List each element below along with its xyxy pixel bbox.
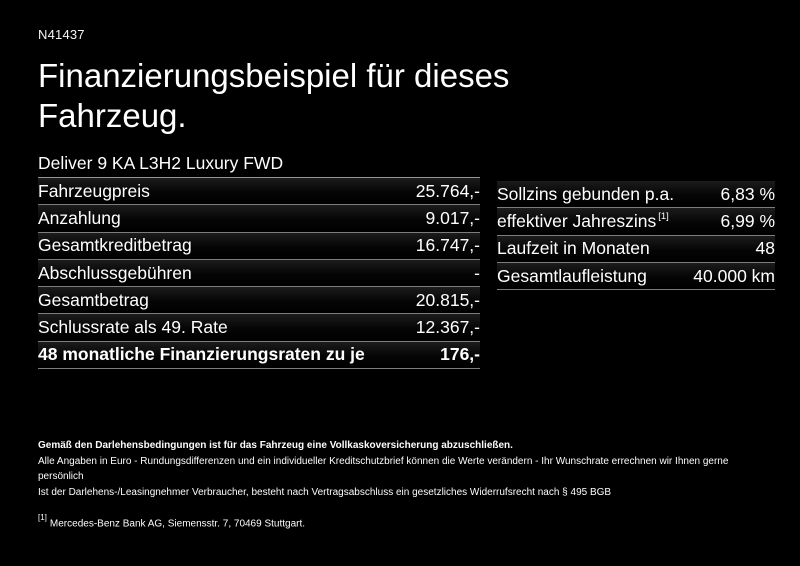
table-row-final-installment: Schlussrate als 49. Rate 12.367,- — [38, 314, 480, 342]
row-label: Gesamtlaufleistung — [497, 265, 647, 286]
rounding-difference-note: Alle Angaben in Euro - Rundungsdifferenz… — [38, 456, 729, 482]
row-label: Laufzeit in Monaten — [497, 238, 650, 259]
table-row-down-payment: Anzahlung 9.017,- — [38, 205, 480, 233]
row-label-text: effektiver Jahreszins — [497, 210, 657, 231]
row-label: Gesamtbetrag — [38, 289, 149, 310]
row-value: - — [474, 262, 480, 283]
row-value: 9.017,- — [425, 207, 480, 228]
withdrawal-right-note: Ist der Darlehens-/Leasingnehmer Verbrau… — [38, 487, 612, 498]
table-row-monthly-rate: 48 monatliche Finanzierungsraten zu je 1… — [38, 341, 480, 370]
footnote-marker: [1] — [38, 513, 47, 522]
row-value: 20.815,- — [415, 289, 480, 310]
row-value: 6,99 % — [720, 210, 775, 231]
row-label: Gesamtkreditbetrag — [38, 235, 192, 256]
vehicle-model-header: Deliver 9 KA L3H2 Luxury FWD — [38, 148, 480, 178]
insurance-requirement-note: Gemäß den Darlehensbedingungen ist für d… — [38, 440, 513, 451]
table-row-term-months: Laufzeit in Monaten 48 — [497, 235, 775, 263]
table-row-total-amount: Gesamtbetrag 20.815,- — [38, 287, 480, 315]
row-value: 176,- — [440, 344, 480, 365]
row-value: 16.747,- — [415, 235, 480, 256]
table-row-effective-interest: effektiver Jahreszins [1] 6,99 % — [497, 208, 775, 236]
financing-tables: Deliver 9 KA L3H2 Luxury FWD Fahrzeugpre… — [38, 148, 775, 370]
row-label: Anzahlung — [38, 207, 121, 228]
footnote-marker: [1] — [658, 211, 669, 223]
row-label: Abschlussgebühren — [38, 262, 192, 283]
table-row-nominal-interest: Sollzins gebunden p.a. 6,83 % — [497, 181, 775, 209]
table-row-vehicle-price: Fahrzeugpreis 25.764,- — [38, 178, 480, 206]
disclaimer-block: Gemäß den Darlehensbedingungen ist für d… — [38, 438, 775, 532]
bank-footnote-text: Mercedes-Benz Bank AG, Siemensstr. 7, 70… — [49, 518, 306, 530]
row-value: 12.367,- — [415, 317, 480, 338]
table-row-total-mileage: Gesamtlaufleistung 40.000 km — [497, 262, 775, 291]
row-label: effektiver Jahreszins [1] — [497, 211, 669, 232]
row-label: Sollzins gebunden p.a. — [497, 183, 675, 204]
row-value: 25.764,- — [415, 180, 480, 201]
bank-footnote: [1]Mercedes-Benz Bank AG, Siemensstr. 7,… — [38, 512, 775, 531]
table-row-total-credit: Gesamtkreditbetrag 16.747,- — [38, 232, 480, 260]
listing-ref-number: N41437 — [38, 27, 85, 42]
row-label: 48 monatliche Finanzierungsraten zu je — [38, 344, 365, 365]
page-title: Finanzierungsbeispiel für dieses Fahrzeu… — [38, 57, 510, 134]
row-label: Fahrzeugpreis — [38, 180, 150, 201]
row-value: 40.000 km — [693, 265, 775, 286]
financing-table: Deliver 9 KA L3H2 Luxury FWD Fahrzeugpre… — [38, 148, 480, 370]
conditions-table: Sollzins gebunden p.a. 6,83 % effektiver… — [497, 181, 775, 369]
table-row-closing-fees: Abschlussgebühren - — [38, 259, 480, 288]
row-label: Schlussrate als 49. Rate — [38, 317, 228, 338]
row-value: 6,83 % — [720, 183, 775, 204]
row-value: 48 — [755, 238, 775, 259]
